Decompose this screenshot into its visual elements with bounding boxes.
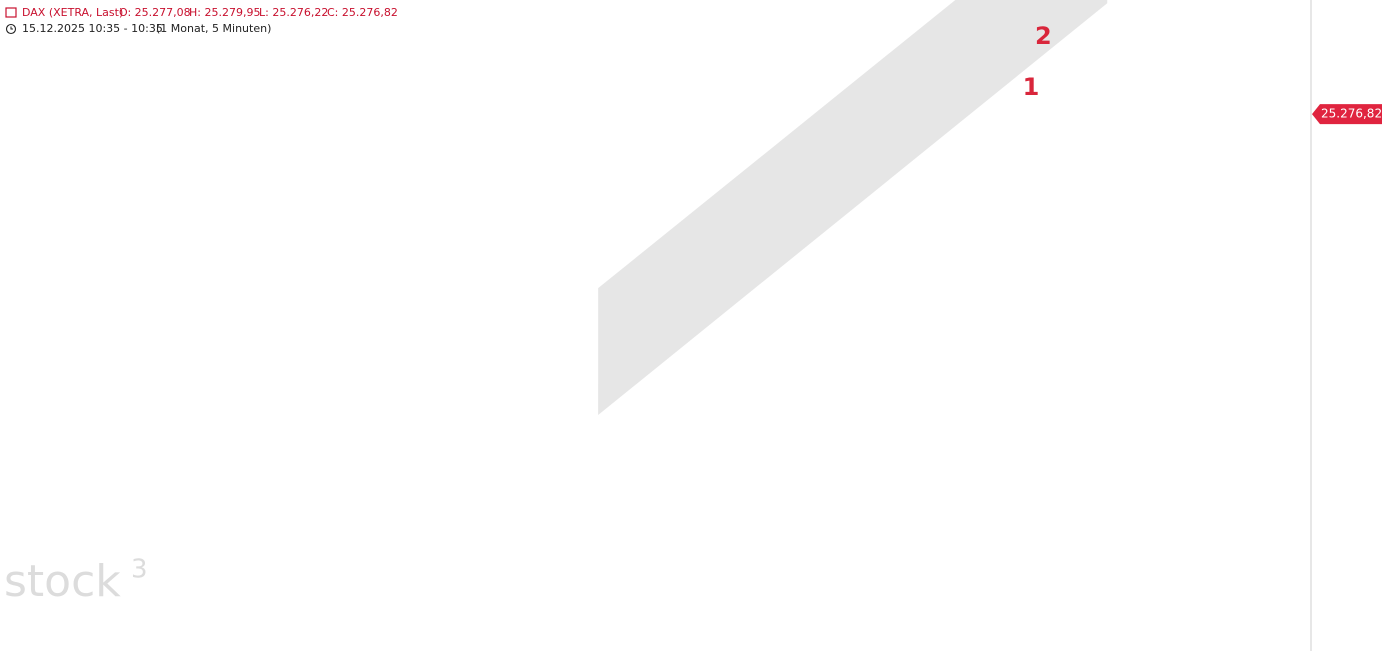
channel-fill (598, 0, 1108, 416)
subtitle-note: (1 Monat, 5 Minuten) (156, 22, 271, 35)
header: DAX (XETRA, Last) O: 25.277,08 H: 25.279… (5, 6, 398, 35)
instrument-icon (5, 7, 17, 18)
last-price-tag (1312, 104, 1382, 125)
watermark-text: stock (4, 556, 121, 607)
clock-hands (10, 26, 13, 30)
axes: 25.276,82 (1312, 104, 1382, 125)
ohlc-label: L: 25.276,22 (259, 6, 328, 19)
subtitle: 15.12.2025 10:35 - 10:35 (22, 22, 163, 35)
last-price-label: 25.276,82 (1321, 107, 1382, 121)
ohlc-label: C: 25.276,82 (327, 6, 398, 19)
annotation: 1 (1023, 73, 1040, 101)
ohlc-label: H: 25.279,95 (189, 6, 260, 19)
watermark-sup: 3 (131, 555, 148, 585)
channel (598, 0, 1108, 416)
annotations: 12 (1023, 22, 1052, 101)
clock-icon (5, 23, 17, 35)
watermark: stock 3 (4, 555, 148, 608)
title: DAX (XETRA, Last) (22, 6, 123, 19)
annotation: 2 (1035, 22, 1052, 50)
ohlc-label: O: 25.277,08 (119, 6, 191, 19)
